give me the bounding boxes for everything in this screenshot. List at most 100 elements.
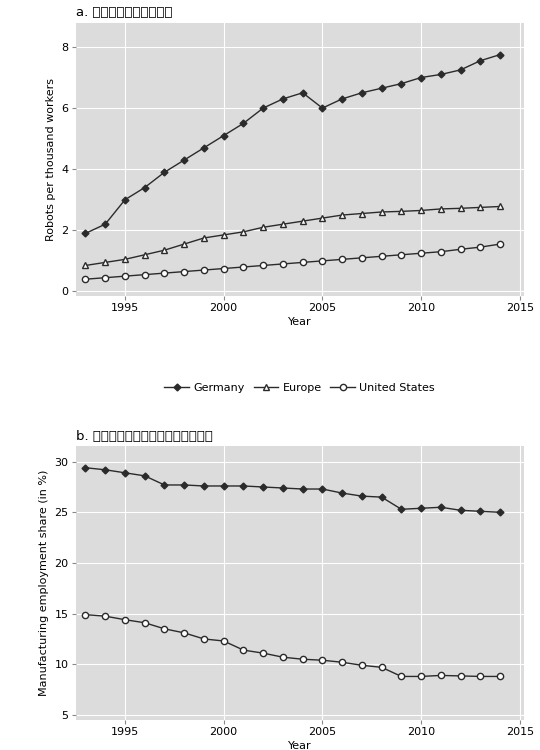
United States — [122, 615, 128, 624]
Germany — [82, 229, 89, 238]
Germany — [457, 65, 464, 74]
United States — [240, 262, 247, 272]
Europe — [299, 217, 306, 226]
Europe — [457, 204, 464, 213]
Germany — [122, 195, 128, 204]
Germany — [181, 155, 187, 164]
Germany — [260, 482, 266, 491]
Germany — [339, 488, 346, 497]
Europe — [497, 202, 503, 211]
United States — [102, 612, 109, 621]
United States — [477, 243, 484, 252]
Text: b. 雇用全体に占める製造業のシェア: b. 雇用全体に占める製造業のシェア — [76, 430, 212, 442]
Germany — [497, 508, 503, 517]
United States — [240, 646, 247, 655]
United States — [299, 258, 306, 267]
Germany — [141, 183, 148, 192]
United States — [161, 268, 168, 278]
Germany — [477, 507, 484, 516]
United States — [418, 672, 424, 681]
Germany — [141, 471, 148, 480]
Germany — [299, 88, 306, 98]
Europe — [161, 246, 168, 255]
Germany — [220, 482, 227, 490]
Europe — [102, 258, 109, 267]
Germany — [379, 84, 385, 93]
Germany — [220, 131, 227, 140]
Europe — [379, 208, 385, 217]
United States — [437, 248, 444, 256]
United States — [379, 663, 385, 672]
United States — [141, 618, 148, 627]
Germany — [319, 484, 326, 494]
United States — [280, 652, 286, 662]
United States — [398, 672, 404, 681]
United States — [161, 624, 168, 633]
Y-axis label: Robots per thousand workers: Robots per thousand workers — [46, 78, 56, 241]
United States — [220, 264, 227, 273]
Germany — [280, 94, 286, 104]
Germany — [418, 504, 424, 513]
Germany — [161, 168, 168, 177]
Germany — [122, 468, 128, 477]
Germany — [418, 73, 424, 82]
Germany — [437, 503, 444, 512]
United States — [299, 655, 306, 664]
Europe — [477, 203, 484, 212]
Text: a. 産業用ロボットの台数: a. 産業用ロボットの台数 — [76, 5, 172, 19]
Germany — [457, 506, 464, 515]
Germany — [398, 79, 404, 88]
Europe — [359, 209, 365, 218]
Europe — [201, 233, 207, 242]
Germany — [82, 464, 89, 472]
United States — [339, 658, 346, 667]
United States — [497, 672, 503, 681]
United States — [497, 239, 503, 248]
Europe — [82, 261, 89, 270]
United States — [359, 254, 365, 262]
Line: United States: United States — [82, 241, 503, 282]
United States — [437, 671, 444, 680]
Germany — [240, 482, 247, 490]
United States — [418, 249, 424, 258]
Germany — [497, 50, 503, 59]
Europe — [319, 214, 326, 223]
Germany — [359, 88, 365, 98]
Line: Europe: Europe — [83, 204, 503, 268]
Germany — [280, 484, 286, 493]
Germany — [260, 104, 266, 112]
United States — [457, 244, 464, 254]
Europe — [122, 255, 128, 264]
United States — [260, 261, 266, 270]
United States — [457, 671, 464, 680]
X-axis label: Year: Year — [288, 741, 312, 750]
United States — [82, 274, 89, 284]
Line: United States: United States — [82, 611, 503, 680]
United States — [201, 634, 207, 644]
Europe — [141, 251, 148, 260]
United States — [181, 628, 187, 638]
Germany — [161, 481, 168, 490]
Europe — [260, 223, 266, 232]
United States — [122, 272, 128, 280]
United States — [359, 661, 365, 670]
Line: Germany: Germany — [83, 465, 503, 514]
Germany — [102, 220, 109, 229]
Germany — [201, 143, 207, 152]
United States — [280, 260, 286, 268]
United States — [379, 252, 385, 261]
United States — [398, 251, 404, 260]
United States — [181, 267, 187, 276]
Germany — [339, 94, 346, 104]
Legend: Germany, Europe, United States: Germany, Europe, United States — [160, 378, 440, 397]
United States — [102, 273, 109, 282]
Europe — [280, 220, 286, 229]
X-axis label: Year: Year — [288, 317, 312, 327]
United States — [82, 610, 89, 620]
Germany — [240, 118, 247, 128]
Europe — [240, 227, 247, 236]
Germany — [201, 482, 207, 490]
Germany — [398, 505, 404, 514]
Y-axis label: Manufacturing employment share (in %): Manufacturing employment share (in %) — [39, 470, 49, 697]
Europe — [220, 230, 227, 239]
